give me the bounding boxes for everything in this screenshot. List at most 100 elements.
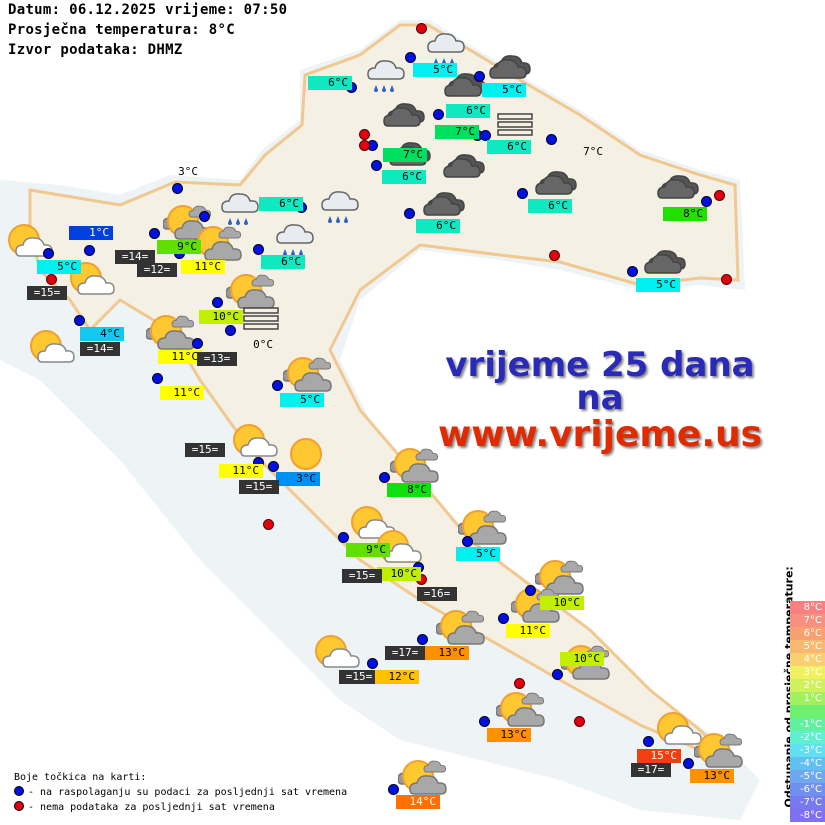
temperature-label: 10°C <box>199 310 243 324</box>
station-dot-available[interactable] <box>74 315 85 326</box>
station-dot-missing[interactable] <box>514 678 525 689</box>
sea-temperature-label: =14= <box>115 250 155 264</box>
sun-cloud-grey-icon <box>145 313 196 353</box>
dark-cloud-icon <box>443 66 493 106</box>
temperature-label: 6°C <box>446 104 490 118</box>
station-dot-missing[interactable] <box>574 716 585 727</box>
station-dot-available[interactable] <box>379 472 390 483</box>
station-dot-available[interactable] <box>546 134 557 145</box>
sun-icon <box>286 436 336 476</box>
temperature-label: 0°C <box>253 338 273 351</box>
temperature-label: 15°C <box>637 749 681 763</box>
sea-temperature-label: =15= <box>342 569 382 583</box>
station-dot-available[interactable] <box>367 658 378 669</box>
dark-cloud-icon <box>534 164 584 204</box>
station-dot-available[interactable] <box>338 532 349 543</box>
station-dot-available[interactable] <box>480 130 491 141</box>
temperature-label: 6°C <box>261 255 305 269</box>
temperature-label: 6°C <box>416 219 460 233</box>
dot-legend-available: - na raspolaganju su podaci za posljednj… <box>14 785 347 800</box>
scale-row: 5°C <box>790 640 825 653</box>
scale-row: -1°C <box>790 718 825 731</box>
sun-cloud-grey-icon <box>495 690 546 730</box>
station-dot-missing[interactable] <box>359 129 370 140</box>
scale-row: 1°C <box>790 692 825 705</box>
station-dot-available[interactable] <box>643 736 654 747</box>
fog-icon <box>494 108 544 148</box>
sun-cloud-grey-icon <box>397 758 448 798</box>
station-dot-available[interactable] <box>479 716 490 727</box>
station-dot-available[interactable] <box>433 109 444 120</box>
station-dot-available[interactable] <box>498 613 509 624</box>
station-dot-available[interactable] <box>192 338 203 349</box>
station-dot-missing[interactable] <box>46 274 57 285</box>
station-dot-available[interactable] <box>199 211 210 222</box>
station-dot-available[interactable] <box>152 373 163 384</box>
station-dot-available[interactable] <box>405 52 416 63</box>
station-dot-available[interactable] <box>371 160 382 171</box>
station-dot-missing[interactable] <box>359 140 370 151</box>
station-dot-missing[interactable] <box>416 23 427 34</box>
station-dot-missing[interactable] <box>263 519 274 530</box>
temperature-label: 1°C <box>69 226 113 240</box>
station-dot-available[interactable] <box>404 208 415 219</box>
station-dot-available[interactable] <box>212 297 223 308</box>
available-text: - na raspolaganju su podaci za posljednj… <box>28 787 348 798</box>
station-dot-available[interactable] <box>272 380 283 391</box>
station-dot-available[interactable] <box>43 248 54 259</box>
station-dot-available[interactable] <box>253 244 264 255</box>
temperature-label: 7°C <box>435 125 479 139</box>
dark-cloud-icon <box>442 147 492 187</box>
promo-link[interactable]: www.vrijeme.us <box>437 414 763 455</box>
station-dot-available[interactable] <box>417 634 428 645</box>
sea-temperature-label: =12= <box>137 263 177 277</box>
temperature-label: 6°C <box>528 199 572 213</box>
rain-cloud-icon <box>271 219 321 259</box>
scale-row: -4°C <box>790 757 825 770</box>
station-dot-available[interactable] <box>474 71 485 82</box>
data-source: Izvor podataka: DHMZ <box>8 42 183 58</box>
dot-legend-title: Boje točkica na karti: <box>14 772 147 783</box>
temperature-label: 5°C <box>636 278 680 292</box>
scale-row: 6°C <box>790 627 825 640</box>
temperature-label: 10°C <box>540 596 584 610</box>
sea-temperature-label: =17= <box>385 646 425 660</box>
station-dot-available[interactable] <box>627 266 638 277</box>
temperature-label: 11°C <box>219 464 263 478</box>
sun-cloud-grey-icon <box>225 272 276 312</box>
temperature-label: 13°C <box>487 728 531 742</box>
station-dot-missing[interactable] <box>714 190 725 201</box>
temperature-label: 6°C <box>487 140 531 154</box>
station-dot-available[interactable] <box>84 245 95 256</box>
sea-temperature-label: =17= <box>631 763 671 777</box>
station-dot-available[interactable] <box>701 196 712 207</box>
scale-row: -8°C <box>790 809 825 822</box>
sea-temperature-label: =15= <box>185 443 225 457</box>
red-dot-icon <box>14 801 24 811</box>
station-dot-missing[interactable] <box>549 250 560 261</box>
sun-cloud-icon <box>26 328 76 368</box>
scale-row <box>790 705 825 718</box>
sun-cloud-icon <box>229 422 279 462</box>
temperature-label: 11°C <box>158 350 202 364</box>
sun-cloud-icon <box>653 710 703 750</box>
rain-cloud-icon <box>216 188 266 228</box>
station-dot-available[interactable] <box>462 536 473 547</box>
station-dot-available[interactable] <box>552 669 563 680</box>
temperature-deviation-scale: 8°C 7°C 6°C 5°C 4°C 3°C 2°C 1°C -1°C -2°C -3°C -4°C… <box>790 601 825 822</box>
station-dot-available[interactable] <box>172 183 183 194</box>
station-dot-available[interactable] <box>225 325 236 336</box>
station-dot-available[interactable] <box>517 188 528 199</box>
station-dot-available[interactable] <box>268 461 279 472</box>
station-dot-available[interactable] <box>683 758 694 769</box>
temperature-label: 13°C <box>690 769 734 783</box>
scale-row: 4°C <box>790 653 825 666</box>
promo-line-2: na <box>576 378 624 418</box>
temperature-label: 9°C <box>346 543 390 557</box>
temperature-label: 11°C <box>506 624 550 638</box>
sun-cloud-grey-icon <box>282 355 333 395</box>
station-dot-available[interactable] <box>388 784 399 795</box>
station-dot-available[interactable] <box>149 228 160 239</box>
station-dot-missing[interactable] <box>721 274 732 285</box>
station-dot-available[interactable] <box>525 585 536 596</box>
